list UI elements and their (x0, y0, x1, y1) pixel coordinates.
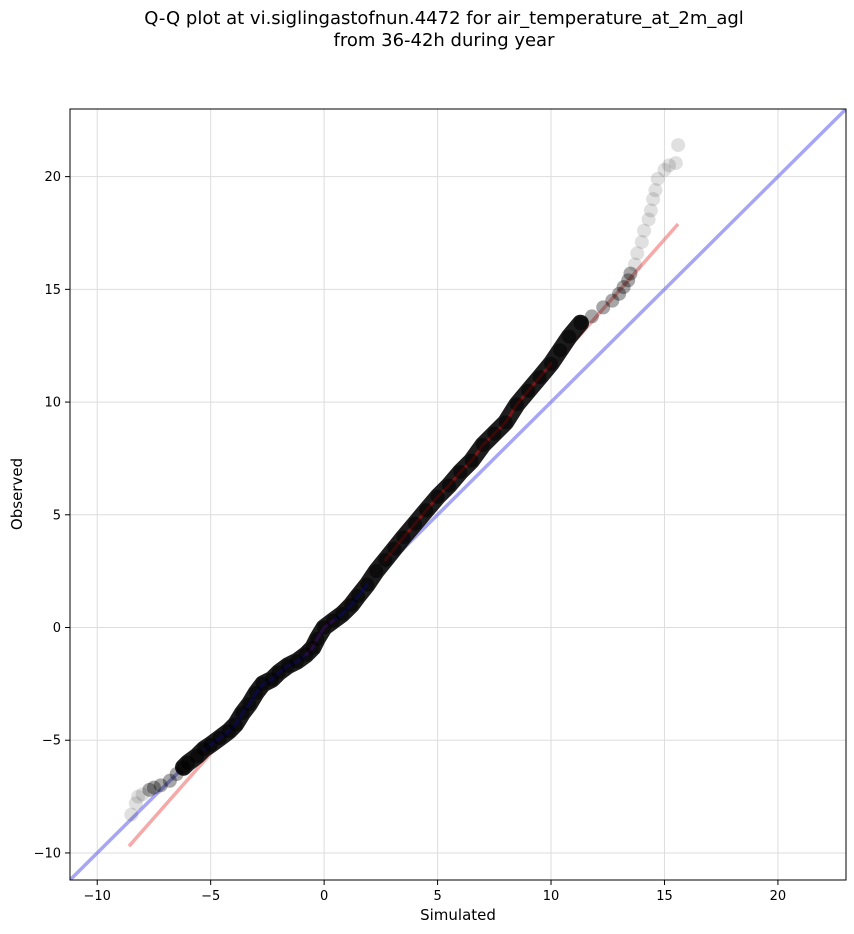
x-tick-label: 10 (543, 889, 560, 904)
quantile-point (430, 489, 445, 504)
quantile-point (131, 789, 146, 804)
quantile-point (641, 212, 656, 227)
ticks: −10 −5 0 5 10 15 20 −10 −5 0 5 10 15 20 (34, 170, 787, 904)
y-tick-label: −10 (34, 846, 61, 861)
quantile-point (657, 162, 672, 177)
quantile-point (360, 577, 375, 592)
quantile-point (146, 780, 161, 795)
y-tick-label: 15 (44, 283, 61, 298)
quantile-point (142, 782, 157, 797)
quantile-point (612, 286, 627, 301)
quantile-point (464, 453, 479, 468)
quantile-point (630, 246, 645, 261)
quantile-point (475, 437, 490, 452)
plot-frame (69, 108, 847, 881)
quantile-point (650, 171, 665, 186)
quantile-point (634, 235, 649, 250)
quantile-point (532, 370, 547, 385)
x-axis-label: Simulated (420, 906, 496, 924)
y-tick-label: 5 (53, 508, 61, 523)
x-tick-label: 20 (770, 889, 787, 904)
quantile-point (573, 316, 588, 331)
quantile-point (553, 343, 568, 358)
quantile-point (453, 464, 468, 479)
y-tick-label: 0 (53, 621, 61, 636)
quantile-point (584, 309, 599, 324)
grid (70, 109, 846, 880)
quantile-point (643, 203, 658, 218)
x-tick-label: −10 (84, 889, 111, 904)
x-tick-label: 15 (656, 889, 673, 904)
quantile-point (387, 541, 402, 556)
chart-title: Q-Q plot at vi.siglingastofnun.4472 for … (144, 8, 744, 29)
quantile-point (621, 273, 636, 288)
red-quantile-trace (383, 362, 553, 562)
quantile-point (616, 280, 631, 295)
y-axis-label: Observed (8, 458, 26, 530)
x-tick-label: 5 (433, 889, 441, 904)
quantile-point (351, 588, 366, 603)
y-tick-label: −5 (42, 734, 61, 749)
quantile-point (419, 503, 434, 518)
y-tick-label: 20 (44, 170, 61, 185)
quantile-point (521, 383, 536, 398)
quantile-point (544, 356, 559, 371)
quantile-point (596, 300, 611, 315)
quantile-point (378, 552, 393, 567)
quantile-point (441, 478, 456, 493)
quantile-point (662, 158, 677, 173)
quantile-point (396, 530, 411, 545)
quantile-point (162, 773, 177, 788)
quantile-point (242, 697, 257, 712)
chart-subtitle: from 36-42h during year (333, 30, 555, 51)
quantile-point (153, 778, 168, 793)
chart-title-block: Q-Q plot at vi.siglingastofnun.4472 for … (0, 8, 854, 52)
quantile-point (135, 787, 150, 802)
quantile-point (637, 223, 652, 238)
y-tick-label: 10 (44, 396, 61, 411)
quantile-point (671, 138, 686, 153)
quantile-point (498, 415, 513, 430)
x-tick-label: 0 (320, 889, 328, 904)
quantile-point (648, 183, 663, 198)
quantile-point (668, 156, 683, 171)
quantile-point (623, 266, 638, 281)
quantile-point (407, 516, 422, 531)
quantile-point (369, 564, 384, 579)
quantile-point (228, 717, 243, 732)
quantile-point (646, 192, 661, 207)
data-layer (70, 109, 846, 880)
quantile-point (487, 426, 502, 441)
quantile-point (310, 631, 325, 646)
quantile-point (509, 397, 524, 412)
quantile-point (562, 329, 577, 344)
quantile-point (627, 257, 642, 272)
quantile-point (605, 293, 620, 308)
quantile-point (124, 807, 139, 822)
x-tick-label: −5 (201, 889, 220, 904)
quantile-point (128, 796, 143, 811)
quantile-point (335, 606, 350, 621)
